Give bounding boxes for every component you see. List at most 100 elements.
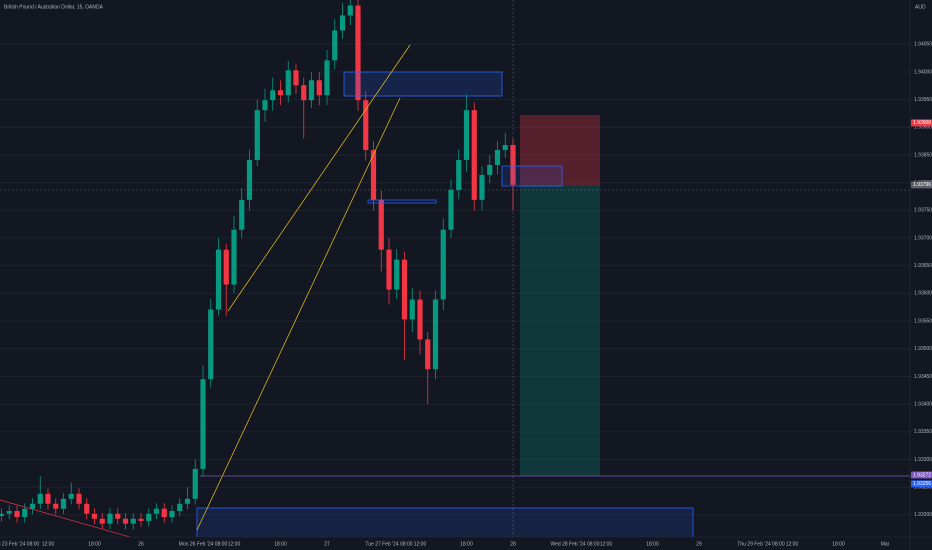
- candle-body: [60, 498, 67, 509]
- candle-body: [115, 513, 121, 519]
- x-tick-label: 28: [510, 541, 516, 547]
- candle-body: [192, 468, 198, 499]
- candle-body: [293, 70, 299, 86]
- candle-body: [84, 503, 90, 514]
- candle-body: [177, 503, 183, 511]
- candle-body: [301, 85, 307, 101]
- candle-body: [246, 159, 253, 200]
- price-axis: [910, 0, 932, 550]
- candle-body: [99, 518, 105, 524]
- stop-zone: [520, 115, 600, 186]
- x-tick-label: 18:00: [274, 541, 287, 547]
- candle-body: [308, 80, 315, 101]
- price-label-bg: [911, 119, 932, 127]
- candle-body: [479, 174, 485, 200]
- y-tick-label: 1.93900: [914, 125, 932, 131]
- zone-box: [196, 507, 694, 541]
- y-tick-label: 1.93700: [914, 235, 932, 241]
- y-tick-label: 1.93500: [914, 346, 932, 352]
- candle-body: [76, 493, 82, 504]
- x-tick-label: 18:00: [646, 541, 659, 547]
- zone-box: [501, 165, 563, 187]
- candle-body: [471, 110, 477, 200]
- y-tick-label: 1.93950: [914, 97, 932, 103]
- y-tick-label: 1.93850: [914, 152, 932, 158]
- candle-body: [122, 518, 129, 524]
- candle-body: [22, 508, 28, 518]
- candle-body: [432, 299, 439, 370]
- candle-body: [14, 510, 20, 518]
- candle-body: [285, 70, 291, 96]
- candle-body: [6, 510, 12, 514]
- candle-body: [332, 30, 338, 61]
- y-tick-label: 1.93450: [914, 374, 932, 380]
- zone-box: [367, 199, 437, 204]
- x-tick-label: 12:00: [786, 541, 799, 547]
- candle-body: [231, 229, 237, 285]
- price-label-bg: [911, 480, 932, 488]
- candle-body: [239, 199, 245, 230]
- candle-body: [401, 259, 408, 320]
- candle-body: [215, 249, 222, 310]
- price-label-bg: [911, 181, 932, 189]
- x-tick-label: 29: [696, 541, 702, 547]
- x-tick-label: Tue 27 Feb '24 08:00: [365, 541, 412, 547]
- y-tick-label: 1.93650: [914, 263, 932, 269]
- candle-body: [68, 493, 74, 499]
- candle-body: [440, 229, 446, 300]
- price-label: 1.93908: [913, 120, 931, 126]
- y-tick-label: 1.93200: [914, 512, 932, 518]
- candle-body: [425, 339, 431, 370]
- candle-body: [339, 15, 346, 31]
- x-tick-label: 12:00: [414, 541, 427, 547]
- candle-body: [107, 513, 113, 524]
- candle-body: [355, 5, 361, 101]
- candle-body: [161, 508, 167, 518]
- y-tick-label: 1.93750: [914, 208, 932, 214]
- x-tick-label: 12:00: [42, 541, 55, 547]
- candle-body: [277, 90, 284, 96]
- candle-body: [363, 100, 369, 151]
- y-tick-label: 1.93600: [914, 291, 932, 297]
- y-tick-label: 1.93300: [914, 457, 932, 463]
- candle-body: [37, 493, 43, 504]
- candle-body: [324, 60, 330, 96]
- candle-body: [370, 150, 377, 200]
- candle-body: [146, 513, 152, 521]
- candle-body: [53, 503, 59, 509]
- candle-body: [347, 5, 353, 16]
- candle-body: [494, 150, 501, 165]
- zone-box: [343, 71, 503, 97]
- x-tick-label: 26: [138, 541, 144, 547]
- candle-body: [487, 164, 493, 175]
- x-tick-label: Thu 29 Feb '24 08:00: [737, 541, 785, 547]
- candle-body: [45, 493, 51, 504]
- price-label: 1.93796: [913, 182, 931, 188]
- price-label: 1.93256: [913, 481, 931, 487]
- time-axis: [0, 537, 932, 550]
- candle-body: [463, 110, 470, 160]
- candle-body: [0, 513, 5, 516]
- x-tick-label: Mon 26 Feb '24 08:00: [179, 541, 228, 547]
- candle-body: [386, 249, 392, 290]
- drawings: [0, 0, 910, 541]
- candle-body: [409, 299, 415, 320]
- candle-body: [378, 199, 384, 250]
- x-tick-label: 12:00: [600, 541, 613, 547]
- candles: [0, 0, 516, 530]
- candle-body: [270, 90, 276, 101]
- y-tick-label: 1.94000: [914, 69, 932, 75]
- y-tick-label: 1.94050: [914, 42, 932, 48]
- y-tick-label: 1.93350: [914, 429, 932, 435]
- candle-body: [254, 110, 260, 160]
- candle-body: [200, 379, 206, 469]
- y-tick-label: 1.93400: [914, 401, 932, 407]
- candle-body: [262, 100, 268, 111]
- candle-body: [502, 145, 508, 151]
- y-tick-label: 1.93550: [914, 318, 932, 324]
- trend-line: [227, 44, 411, 312]
- candle-body: [169, 510, 175, 518]
- price-label-bg: [911, 471, 932, 479]
